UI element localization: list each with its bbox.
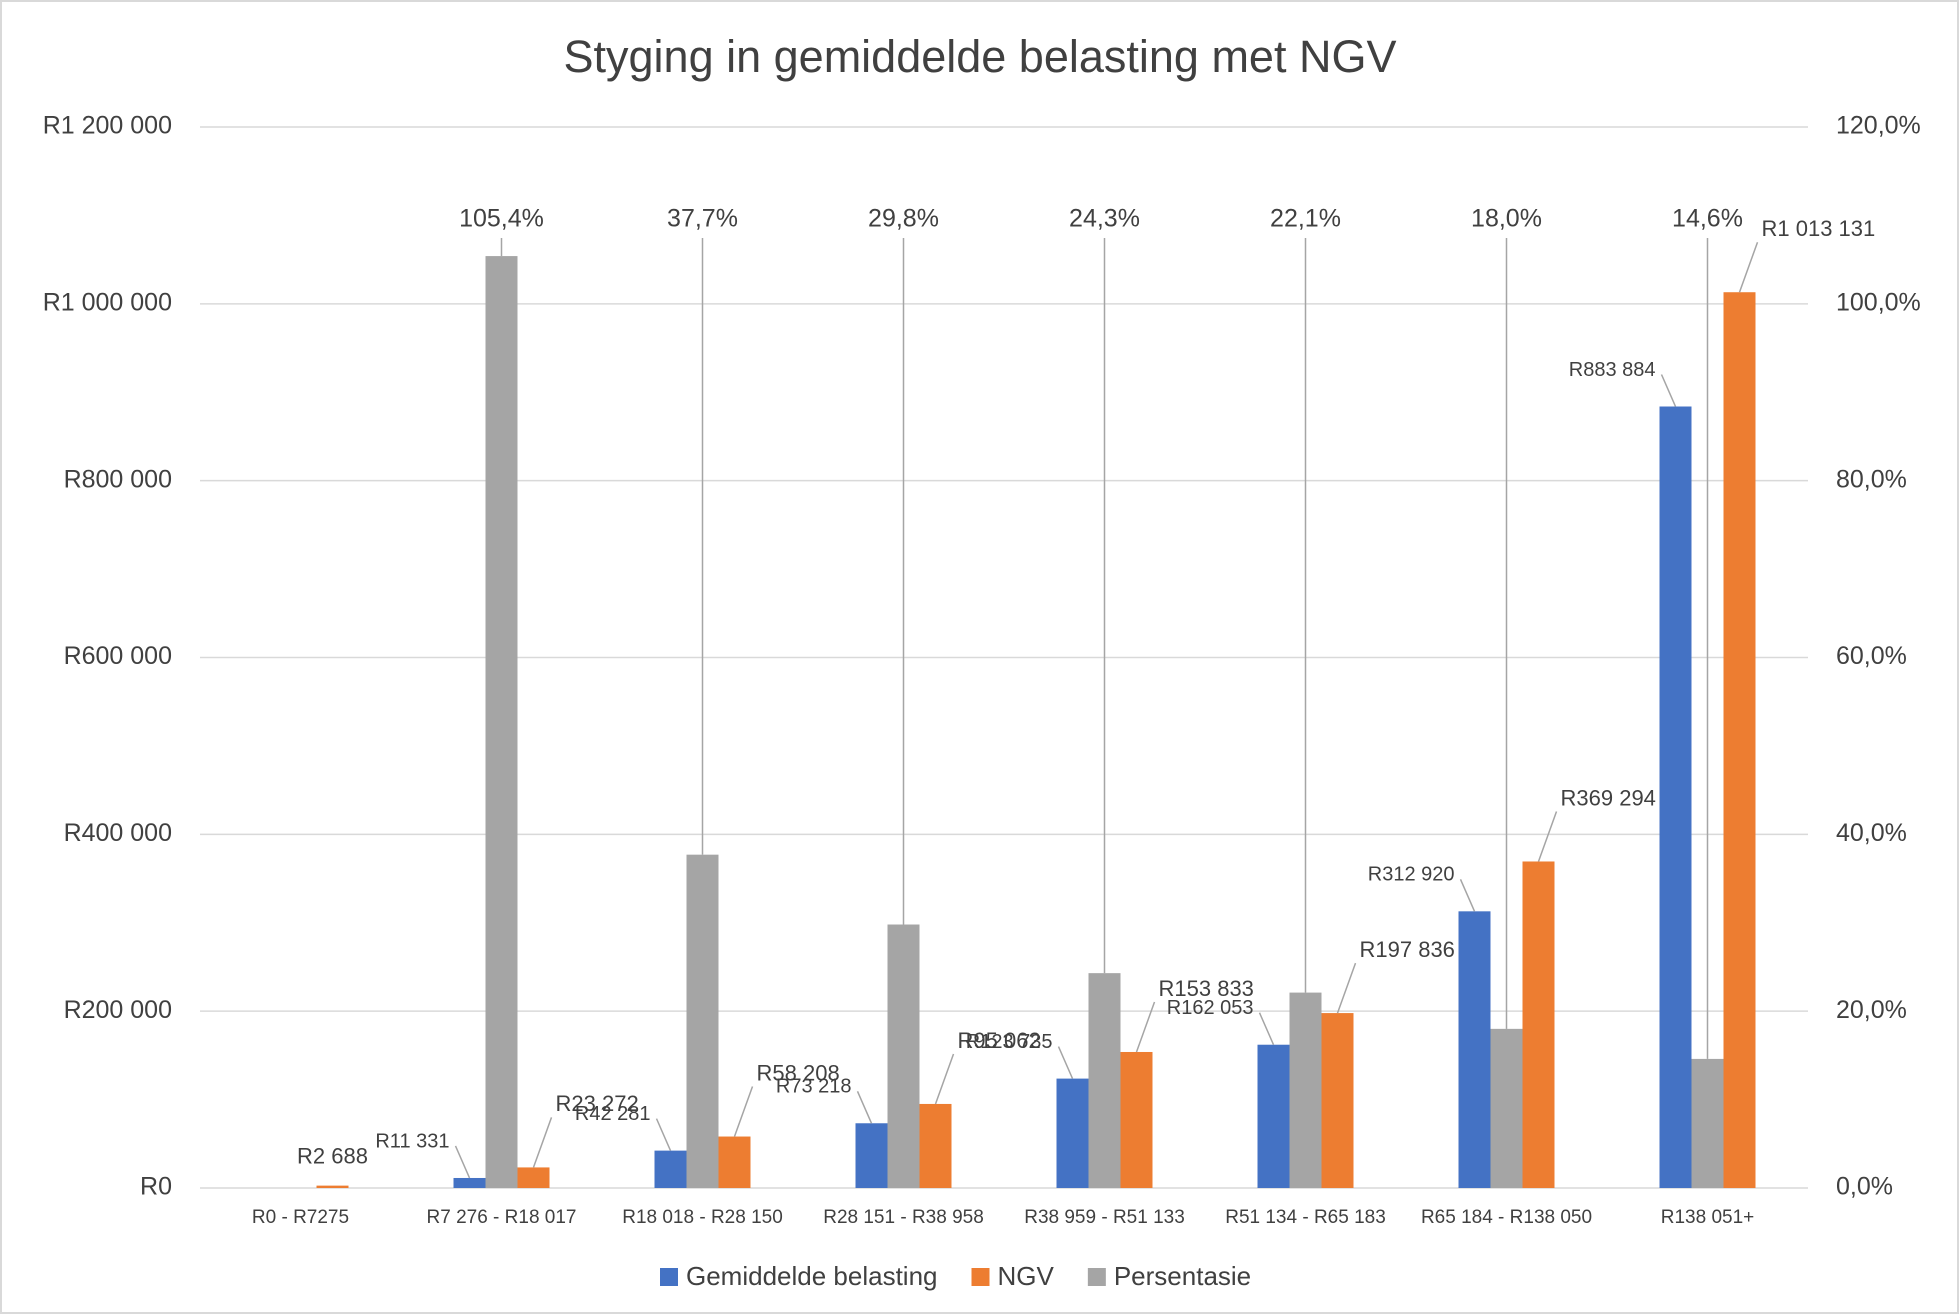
data-label: R883 884 bbox=[1569, 359, 1656, 381]
data-label: R162 053 bbox=[1167, 997, 1254, 1019]
x-tick-label: R7 276 - R18 017 bbox=[427, 1207, 577, 1228]
bar bbox=[1691, 1058, 1724, 1188]
bar bbox=[887, 924, 920, 1188]
legend-label: Persentasie bbox=[1114, 1261, 1251, 1291]
bar bbox=[718, 1136, 751, 1188]
legend-swatch bbox=[971, 1268, 990, 1286]
bar bbox=[1056, 1078, 1089, 1188]
data-label: R11 331 bbox=[375, 1130, 449, 1152]
bar bbox=[1321, 1013, 1354, 1188]
leader-line bbox=[1336, 962, 1357, 1014]
data-label: R123 735 bbox=[966, 1031, 1053, 1053]
bar bbox=[1120, 1051, 1153, 1188]
legend-swatch bbox=[1087, 1268, 1106, 1286]
bar bbox=[453, 1177, 486, 1188]
bar bbox=[1659, 406, 1692, 1188]
data-label: 37,7% bbox=[667, 205, 738, 233]
bar bbox=[1522, 861, 1555, 1188]
leader-line bbox=[1459, 879, 1476, 912]
x-tick-label: R138 051+ bbox=[1661, 1207, 1755, 1228]
data-label: R23 272 bbox=[556, 1091, 639, 1116]
leader-line bbox=[1738, 241, 1759, 293]
leader-line bbox=[733, 1086, 754, 1137]
legend-label: Gemiddelde belasting bbox=[686, 1261, 938, 1291]
y-tick-label: R1 200 000 bbox=[43, 112, 172, 140]
data-label: R197 836 bbox=[1360, 937, 1455, 962]
data-label: 105,4% bbox=[459, 205, 544, 233]
bar bbox=[654, 1150, 687, 1188]
data-label: R2 688 bbox=[297, 1143, 368, 1168]
leader-line bbox=[454, 1145, 471, 1179]
leader-line bbox=[1660, 374, 1677, 407]
leader-line bbox=[1057, 1046, 1074, 1079]
data-label: R369 294 bbox=[1561, 785, 1656, 810]
leader-line bbox=[1135, 1001, 1156, 1053]
data-label: R73 218 bbox=[776, 1076, 852, 1098]
data-label: R312 920 bbox=[1368, 864, 1455, 886]
data-label: R153 833 bbox=[1159, 976, 1254, 1001]
y2-tick-label: 120,0% bbox=[1836, 112, 1921, 140]
y-tick-label: R400 000 bbox=[64, 819, 172, 847]
x-tick-label: R38 959 - R51 133 bbox=[1024, 1207, 1185, 1228]
data-label: R58 208 bbox=[757, 1060, 840, 1085]
leader-line bbox=[856, 1090, 873, 1124]
y-tick-label: R1 000 000 bbox=[43, 288, 172, 316]
y2-tick-label: 100,0% bbox=[1836, 288, 1921, 316]
y2-tick-label: 0,0% bbox=[1836, 1173, 1893, 1201]
bar bbox=[919, 1103, 952, 1188]
chart-title: Styging in gemiddelde belasting met NGV bbox=[564, 31, 1397, 82]
leader-line bbox=[655, 1118, 672, 1151]
leader-line bbox=[934, 1053, 955, 1105]
data-label: R42 281 bbox=[575, 1103, 651, 1125]
bar bbox=[517, 1167, 550, 1188]
y2-tick-label: 20,0% bbox=[1836, 996, 1907, 1024]
data-label: 29,8% bbox=[868, 205, 939, 233]
x-tick-label: R18 018 - R28 150 bbox=[622, 1207, 783, 1228]
x-tick-label: R51 134 - R65 183 bbox=[1225, 1207, 1386, 1228]
data-label: R1 013 131 bbox=[1762, 216, 1876, 241]
bar bbox=[855, 1123, 888, 1188]
legend-label: NGV bbox=[998, 1261, 1055, 1291]
y-tick-label: R0 bbox=[140, 1173, 172, 1201]
y2-tick-label: 80,0% bbox=[1836, 465, 1907, 493]
bar bbox=[1289, 992, 1322, 1188]
bar bbox=[1490, 1028, 1523, 1188]
x-tick-label: R28 151 - R38 958 bbox=[823, 1207, 984, 1228]
data-label: 14,6% bbox=[1672, 205, 1743, 233]
data-label: 22,1% bbox=[1270, 205, 1341, 233]
data-label: 18,0% bbox=[1471, 205, 1542, 233]
bar bbox=[1723, 292, 1756, 1188]
legend-swatch bbox=[660, 1268, 678, 1286]
x-tick-label: R65 184 - R138 050 bbox=[1421, 1207, 1592, 1228]
bar bbox=[316, 1185, 349, 1188]
y-tick-label: R600 000 bbox=[64, 642, 172, 670]
y-tick-label: R800 000 bbox=[64, 465, 172, 493]
data-label: R95 062 bbox=[958, 1028, 1041, 1053]
bar bbox=[1257, 1044, 1290, 1188]
bar bbox=[1088, 973, 1121, 1188]
y2-tick-label: 40,0% bbox=[1836, 819, 1907, 847]
x-tick-label: R0 - R7275 bbox=[252, 1207, 349, 1228]
leader-line bbox=[1537, 811, 1558, 862]
bar bbox=[686, 854, 719, 1188]
leader-line bbox=[1258, 1012, 1275, 1046]
y2-tick-label: 60,0% bbox=[1836, 642, 1907, 670]
leader-line bbox=[532, 1117, 553, 1168]
bar bbox=[1458, 911, 1491, 1188]
data-label: 24,3% bbox=[1069, 205, 1140, 233]
y-tick-label: R200 000 bbox=[64, 996, 172, 1024]
bar bbox=[485, 256, 518, 1188]
